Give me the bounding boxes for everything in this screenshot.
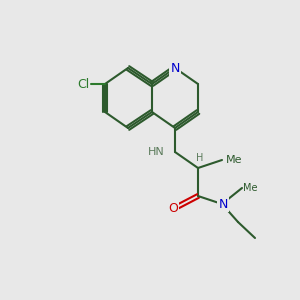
Text: Me: Me — [226, 155, 242, 165]
Text: HN: HN — [148, 147, 165, 157]
Text: Cl: Cl — [77, 77, 89, 91]
Text: Me: Me — [243, 183, 257, 193]
Text: O: O — [168, 202, 178, 214]
Text: N: N — [170, 61, 180, 74]
Text: N: N — [218, 197, 228, 211]
Text: H: H — [196, 153, 204, 163]
